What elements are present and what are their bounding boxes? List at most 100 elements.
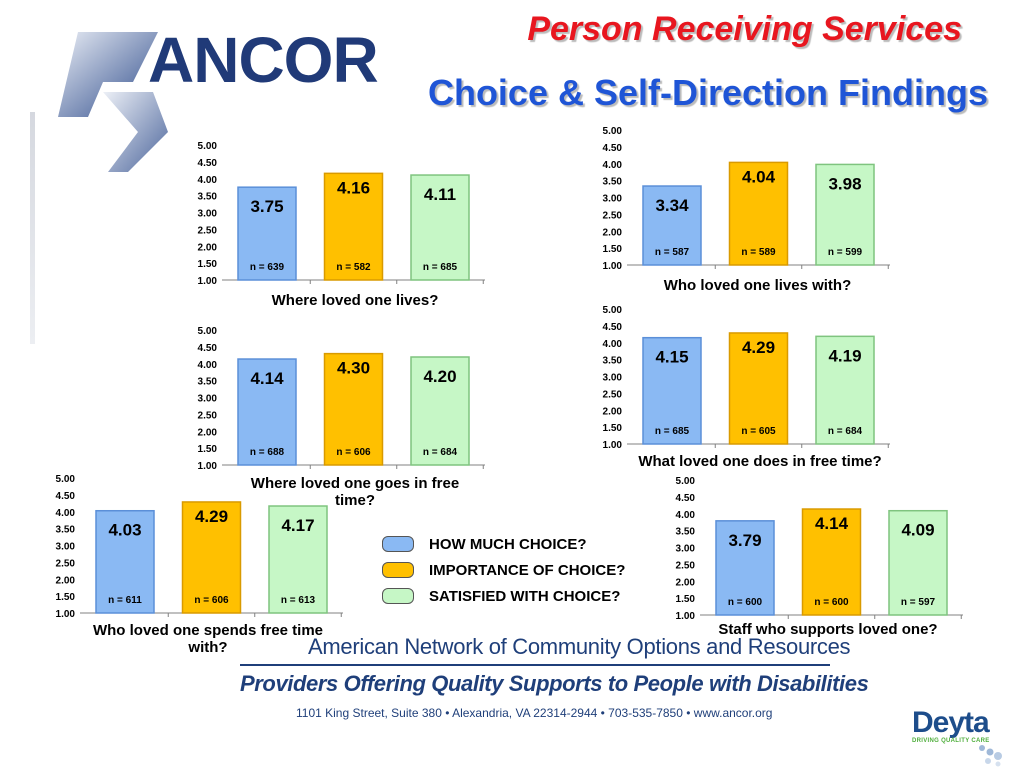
- bar-value-label: 4.16: [337, 178, 370, 197]
- legend-swatch: [382, 588, 414, 604]
- bar-n-label: n = 611: [108, 595, 142, 606]
- chart-where-lives: 1.00 1.50 2.00 2.50 3.00 3.50 4.00 4.50 5.00 3.75…: [180, 140, 490, 309]
- ancor-logo: ANCOR: [30, 20, 390, 350]
- y-tick-label: 1.50: [198, 444, 218, 455]
- bar-value-label: 4.19: [828, 346, 861, 365]
- y-tick-label: 2.50: [198, 225, 218, 236]
- bar-satisfied: [815, 163, 875, 266]
- bar-n-label: n = 606: [336, 447, 371, 458]
- y-tick-label: 1.00: [603, 261, 623, 272]
- chart-title: Staff who supports loved one?: [718, 621, 938, 638]
- bar-n-label: n = 685: [423, 262, 458, 273]
- ancor-logo-text: ANCOR: [148, 24, 379, 96]
- chart-svg: 1.00 1.50 2.00 2.50 3.00 3.50 4.00 4.50 5.00 3.34…: [603, 126, 890, 272]
- y-tick-label: 3.00: [198, 209, 218, 220]
- y-tick-label: 4.00: [56, 508, 76, 519]
- chart-title: What loved one does in free time?: [638, 453, 882, 470]
- y-tick-label: 3.00: [603, 373, 623, 384]
- bar-satisfied: [410, 356, 470, 466]
- logo-divider: [30, 112, 35, 344]
- page-subtitle: Choice & Self-Direction Findings: [427, 72, 988, 113]
- footer-address: 1101 King Street, Suite 380 • Alexandria…: [296, 706, 773, 720]
- bar-value-label: 3.75: [250, 197, 283, 216]
- bar-n-label: n = 587: [655, 247, 690, 258]
- bar-value-label: 4.14: [250, 369, 284, 388]
- chart-goes-free-time: 1.00 1.50 2.00 2.50 3.00 3.50 4.00 4.50 5.00 4.14…: [180, 325, 490, 509]
- y-tick-label: 2.00: [603, 406, 623, 417]
- bar-satisfied: [815, 335, 875, 445]
- legend-label: SATISFIED WITH CHOICE?: [429, 587, 621, 605]
- bar-value-label: 3.79: [728, 531, 761, 550]
- y-tick-label: 1.00: [198, 276, 218, 287]
- y-tick-label: 5.00: [676, 476, 696, 487]
- deyta-logo: Deyta DRIVING QUALITY CARE: [912, 708, 1002, 767]
- y-tick-label: 5.00: [603, 305, 623, 316]
- y-tick-label: 2.50: [56, 558, 76, 569]
- y-tick-label: 4.50: [603, 322, 623, 333]
- bar-n-label: n = 582: [336, 262, 371, 273]
- bar-value-label: 4.20: [423, 367, 456, 386]
- bar-n-label: n = 600: [814, 597, 849, 608]
- y-tick-label: 5.00: [603, 126, 623, 137]
- bar-how-much: [237, 186, 297, 281]
- y-tick-label: 3.00: [603, 194, 623, 205]
- bar-value-label: 3.34: [655, 196, 689, 215]
- y-tick-label: 2.50: [198, 410, 218, 421]
- y-tick-label: 5.00: [198, 141, 218, 152]
- bar-n-label: n = 684: [423, 447, 458, 458]
- bar-n-label: n = 613: [281, 595, 316, 606]
- bar-how-much: [95, 509, 155, 614]
- bar-n-label: n = 606: [194, 595, 229, 606]
- y-tick-label: 4.00: [603, 160, 623, 171]
- y-tick-label: 4.50: [56, 491, 76, 502]
- bar-how-much: [642, 185, 702, 266]
- bar-value-label: 4.14: [815, 514, 849, 533]
- legend-swatch: [382, 562, 414, 578]
- bar-how-much: [715, 520, 775, 616]
- ancor-swoosh-icon: [58, 32, 168, 172]
- y-tick-label: 1.50: [676, 594, 696, 605]
- bar-importance: [323, 352, 384, 466]
- legend-item-satisfied: SATISFIED WITH CHOICE?: [382, 583, 625, 609]
- chart-svg: 1.00 1.50 2.00 2.50 3.00 3.50 4.00 4.50 5.00 4.14…: [198, 326, 485, 472]
- bar-importance: [728, 332, 789, 445]
- bar-satisfied: [888, 509, 948, 616]
- chart-title: Who loved one lives with?: [663, 277, 852, 294]
- y-tick-label: 4.50: [198, 343, 218, 354]
- bar-value-label: 4.29: [742, 338, 775, 357]
- chart-svg: 1.00 1.50 2.00 2.50 3.00 3.50 4.00 4.50 5.00 3.75…: [198, 141, 485, 287]
- y-tick-label: 3.00: [198, 394, 218, 405]
- bar-n-label: n = 685: [655, 426, 690, 437]
- chart-title: Where loved one lives?: [271, 292, 439, 309]
- footer-tagline: Providers Offering Quality Supports to P…: [240, 671, 869, 696]
- y-tick-label: 2.00: [603, 227, 623, 238]
- bar-value-label: 4.30: [337, 359, 370, 378]
- y-tick-label: 4.00: [676, 510, 696, 521]
- y-tick-label: 1.00: [676, 611, 696, 622]
- legend-item-how-much: HOW MUCH CHOICE?: [382, 531, 625, 557]
- bar-n-label: n = 600: [728, 597, 763, 608]
- bar-importance: [181, 501, 242, 614]
- y-tick-label: 3.00: [676, 544, 696, 555]
- bar-n-label: n = 605: [741, 426, 776, 437]
- bar-how-much: [642, 336, 702, 445]
- footer-divider: [240, 664, 830, 666]
- chart-staff-supports: 1.00 1.50 2.00 2.50 3.00 3.50 4.00 4.50 5.00 3.79…: [658, 475, 968, 638]
- page-title: Person Receiving Services: [527, 10, 962, 48]
- bar-value-label: 4.09: [901, 521, 934, 540]
- y-tick-label: 1.50: [198, 259, 218, 270]
- y-tick-label: 4.00: [198, 175, 218, 186]
- bar-satisfied: [410, 174, 470, 281]
- y-tick-label: 1.00: [198, 461, 218, 472]
- bar-n-label: n = 599: [828, 247, 863, 258]
- y-tick-label: 2.50: [603, 389, 623, 400]
- bar-how-much: [237, 358, 297, 466]
- bar-importance: [323, 172, 384, 281]
- chart-lives-with: 1.00 1.50 2.00 2.50 3.00 3.50 4.00 4.50 5.00 3.34…: [585, 125, 895, 294]
- legend-label: HOW MUCH CHOICE?: [429, 535, 587, 553]
- bar-value-label: 4.15: [655, 348, 688, 367]
- bar-value-label: 4.17: [281, 516, 314, 535]
- y-tick-label: 1.00: [603, 440, 623, 451]
- y-tick-label: 2.00: [198, 427, 218, 438]
- bar-value-label: 4.29: [195, 507, 228, 526]
